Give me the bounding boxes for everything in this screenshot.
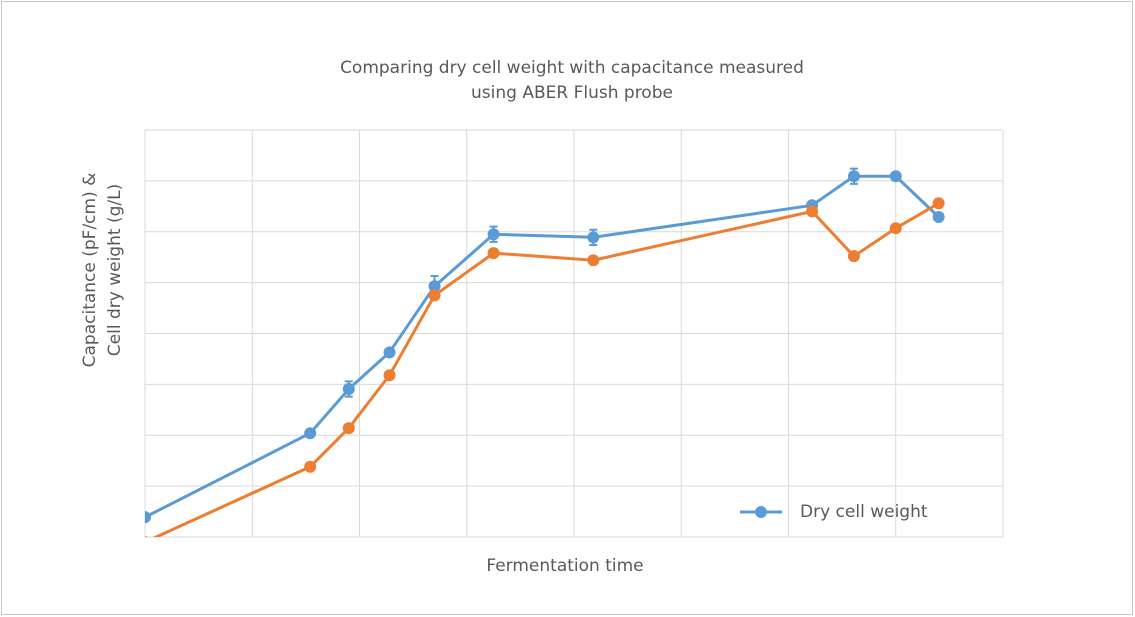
- x-axis-label: Fermentation time: [486, 556, 643, 576]
- data-point: [847, 250, 860, 263]
- y-axis-label: Cell dry weight (g/L): [105, 184, 125, 356]
- data-point: [587, 254, 600, 267]
- plot-area: [145, 167, 945, 537]
- data-point: [342, 382, 355, 395]
- data-point: [145, 536, 149, 537]
- data-point: [383, 369, 396, 382]
- data-point: [889, 170, 902, 183]
- data-point: [342, 422, 355, 435]
- legend-label: Dry cell weight: [800, 502, 928, 522]
- chart-title: Comparing dry cell weight with capacitan…: [340, 58, 804, 78]
- data-point: [383, 346, 396, 359]
- data-point: [587, 231, 600, 244]
- data-point: [806, 205, 819, 218]
- data-point: [304, 460, 317, 473]
- data-point: [487, 228, 500, 241]
- y-axis-label: Capacitance (pF/cm) &: [80, 173, 100, 368]
- data-point: [847, 170, 860, 183]
- data-point: [932, 210, 945, 223]
- data-point: [428, 280, 441, 293]
- data-point: [487, 247, 500, 260]
- data-point: [889, 222, 902, 235]
- data-point: [145, 511, 151, 524]
- data-point: [428, 289, 441, 302]
- data-point: [304, 427, 317, 440]
- data-point: [932, 197, 945, 210]
- chart-title: using ABER Flush probe: [471, 83, 673, 103]
- legend-marker: [755, 506, 767, 518]
